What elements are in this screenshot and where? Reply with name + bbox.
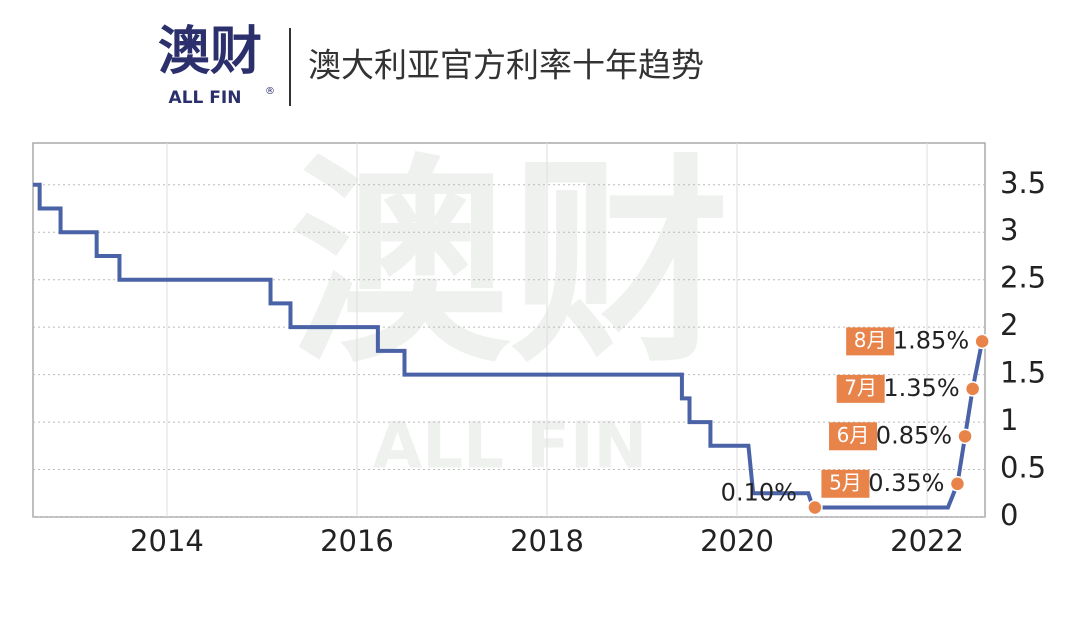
annotation-tag-box <box>829 422 878 451</box>
y-tick-label: 0 <box>1000 498 1018 532</box>
annotation-dot <box>807 499 823 516</box>
y-tick-label: 1 <box>1000 403 1018 437</box>
y-tick-label: 3 <box>1000 213 1018 247</box>
x-tick-label: 2020 <box>700 524 774 558</box>
annotation-dot <box>949 476 966 492</box>
annotation-label: 1.35% <box>883 374 959 402</box>
y-tick-label: 3.5 <box>1000 166 1046 200</box>
annotation-tag-box <box>846 327 895 356</box>
annotation-tag: 7月 <box>844 375 877 399</box>
y-tick-label: 0.5 <box>1000 451 1046 485</box>
annotation-dot <box>974 333 990 350</box>
annotation-tag-box <box>836 374 885 403</box>
annotation-dot <box>957 428 973 445</box>
annotation-label: 1.85% <box>893 326 969 354</box>
annotation-tag: 8月 <box>854 328 887 352</box>
watermark: 澳财 <box>290 136 730 392</box>
annotation-tag: 6月 <box>837 423 870 447</box>
annotation-dot <box>964 381 981 397</box>
annotation-label: 0.35% <box>868 469 944 497</box>
y-tick-label: 2 <box>1000 308 1018 342</box>
x-tick-label: 2016 <box>320 524 394 558</box>
brand-mark: ® <box>265 86 275 97</box>
logo: 澳财 <box>158 22 262 82</box>
annotation-label: 0.10% <box>721 479 797 507</box>
x-tick-label: 2018 <box>510 524 584 558</box>
x-tick-label: 2022 <box>890 524 964 558</box>
brand: ALL FIN <box>169 88 242 108</box>
x-tick-label: 2014 <box>130 524 204 558</box>
watermark-brand: ALL FIN <box>373 410 647 484</box>
annotation-label: 0.85% <box>876 421 952 449</box>
chart-title: 澳大利亚官方利率十年趋势 <box>308 46 704 85</box>
annotation-tag-box <box>821 469 870 498</box>
y-tick-label: 2.5 <box>1000 261 1046 295</box>
annotation-tag: 5月 <box>829 470 862 494</box>
y-tick-label: 1.5 <box>1000 356 1046 390</box>
